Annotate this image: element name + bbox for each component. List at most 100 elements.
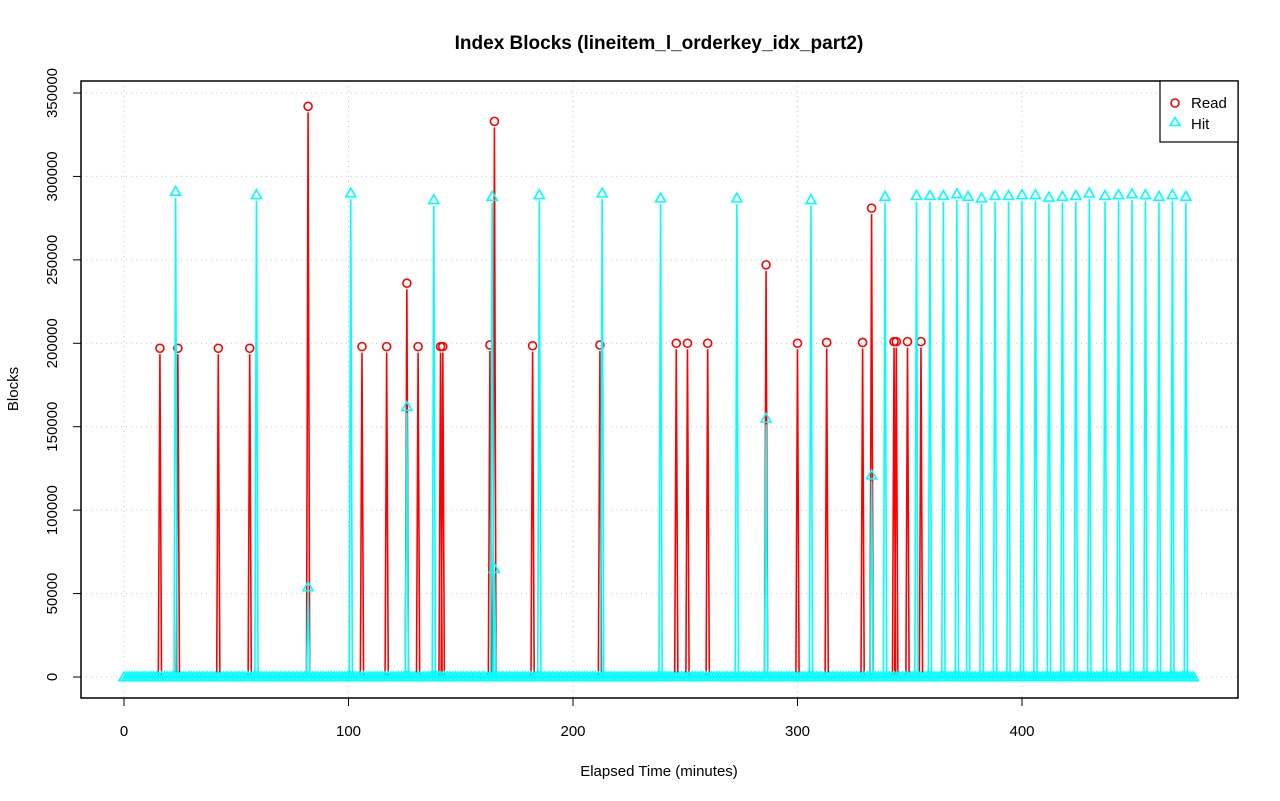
series-spike	[1060, 202, 1065, 678]
data-point-marker	[865, 468, 878, 480]
data-point-marker	[413, 341, 423, 352]
series-spike	[763, 424, 769, 678]
series-spike	[305, 592, 311, 678]
data-point-marker	[400, 400, 414, 412]
series-spike	[860, 348, 866, 678]
data-point-marker	[173, 343, 183, 354]
data-point-marker	[301, 580, 315, 592]
data-point-marker	[902, 336, 913, 347]
y-tick-label: 350000	[44, 68, 61, 118]
chart-title: Index Blocks (lineitem_l_orderkey_idx_pa…	[455, 33, 864, 54]
legend-box	[1159, 80, 1239, 143]
data-point-marker	[402, 278, 412, 289]
series-spike	[431, 205, 437, 678]
x-tick-label: 300	[785, 723, 810, 740]
data-point-marker	[155, 343, 165, 354]
data-point-marker	[595, 340, 605, 350]
y-tick-label: 200000	[44, 318, 61, 368]
y-axis-label: Blocks	[5, 367, 22, 411]
legend-read-label: Read	[1191, 95, 1227, 112]
y-tick-label: 300000	[44, 151, 61, 201]
series-spike	[247, 354, 253, 678]
legend-read-marker	[1170, 98, 1180, 108]
data-point-marker	[916, 336, 926, 347]
series-spike	[1073, 201, 1079, 678]
series-spike	[1033, 200, 1038, 678]
y-tick-label: 250000	[44, 235, 61, 285]
data-point-marker	[761, 260, 771, 270]
baseline-markers	[117, 670, 1200, 682]
data-point-marker	[702, 338, 713, 349]
series-spike	[992, 201, 998, 678]
series-spike	[705, 349, 711, 678]
series-spike	[1019, 200, 1025, 678]
baseline-marker	[1187, 670, 1200, 682]
data-point-marker	[595, 186, 609, 198]
data-point-marker	[1056, 189, 1069, 202]
data-point-marker	[891, 336, 902, 347]
series-spike	[685, 349, 690, 678]
data-point-marker	[682, 338, 693, 349]
data-point-marker	[1179, 189, 1193, 202]
data-point-marker	[488, 561, 501, 574]
data-point-marker	[532, 188, 546, 200]
data-point-marker	[1042, 190, 1056, 202]
data-point-marker	[1112, 188, 1125, 200]
data-point-marker	[804, 193, 818, 205]
data-point-marker	[1152, 189, 1166, 202]
series-spike	[1156, 202, 1162, 678]
series-spike	[1170, 200, 1175, 678]
series-spike	[918, 347, 924, 678]
legend-hit-label: Hit	[1191, 116, 1210, 133]
series-spike	[157, 354, 163, 678]
data-point-marker	[250, 188, 263, 200]
data-point-marker	[950, 187, 964, 199]
data-point-marker	[1125, 187, 1139, 199]
data-point-marker	[923, 189, 937, 201]
x-axis-label: Elapsed Time (minutes)	[580, 763, 738, 780]
x-tick-label: 0	[120, 723, 128, 740]
series-spike	[795, 349, 800, 678]
y-axis: 0 50000 100000 150000 200000 250000 300000 3500…	[44, 68, 82, 681]
data-point-marker	[381, 341, 392, 352]
data-point-marker	[821, 337, 832, 348]
data-point-marker	[1069, 189, 1083, 201]
series-spike	[492, 574, 497, 678]
series-spike	[489, 202, 495, 678]
x-tick-label: 400	[1009, 723, 1034, 740]
y-tick-label: 0	[44, 673, 61, 681]
series-spike	[914, 201, 919, 678]
data-point-marker	[1098, 189, 1112, 201]
data-point-marker	[961, 189, 975, 202]
data-point-marker	[1166, 188, 1179, 200]
data-point-marker	[1082, 186, 1096, 198]
series-spike	[1102, 201, 1108, 678]
data-point-marker	[792, 338, 803, 349]
data-point-marker	[671, 338, 682, 349]
series-spike	[979, 204, 984, 678]
series-hit	[124, 184, 1198, 679]
series-spike	[893, 347, 899, 678]
series-spike	[808, 205, 814, 678]
series-spike	[673, 349, 679, 678]
legend-hit-marker	[1168, 115, 1182, 127]
y-tick-label: 50000	[44, 573, 61, 615]
data-point-marker	[437, 341, 448, 352]
series-spike	[1129, 199, 1135, 678]
data-point-marker	[527, 340, 538, 351]
series-spike	[1183, 202, 1189, 678]
y-tick-label: 100000	[44, 485, 61, 535]
data-point-marker	[303, 101, 313, 112]
series-spike	[440, 352, 446, 678]
series-spike	[941, 201, 946, 678]
series-spike	[905, 347, 910, 678]
x-tick-label: 200	[560, 723, 585, 740]
series-spike	[348, 199, 354, 678]
data-point-marker	[489, 116, 500, 127]
data-point-marker	[730, 191, 744, 203]
series-spike	[415, 352, 421, 678]
series-spike	[824, 348, 830, 678]
series-spike	[1086, 199, 1092, 678]
series-spike	[599, 199, 605, 678]
